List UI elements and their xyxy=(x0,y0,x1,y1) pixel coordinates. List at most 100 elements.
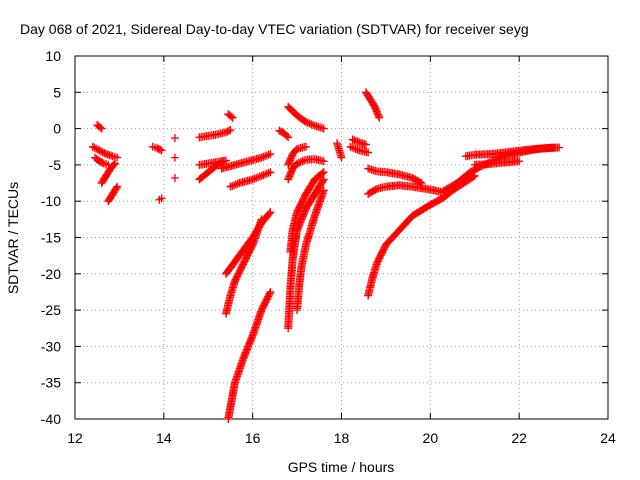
y-tick-label: -40 xyxy=(41,411,61,427)
data-point xyxy=(252,173,261,182)
series-arc-02 xyxy=(88,142,122,162)
y-tick-labels: -40 -35 -30 -25 -20 -15 -10 -5 0 5 10 xyxy=(41,48,61,427)
series-arc-31 xyxy=(364,171,479,300)
data-point xyxy=(318,176,327,185)
series-arc-33 xyxy=(461,143,564,161)
data-point xyxy=(266,287,275,296)
data-point xyxy=(93,145,102,154)
x-tick-label: 12 xyxy=(67,430,83,446)
grid xyxy=(75,56,608,419)
data-point xyxy=(318,169,327,178)
data-point xyxy=(90,143,99,152)
y-tick-label: -15 xyxy=(41,230,61,246)
data-point xyxy=(303,118,312,127)
data-point xyxy=(319,124,328,133)
data-point xyxy=(296,157,305,166)
data-point xyxy=(301,118,310,127)
data-point xyxy=(515,157,524,166)
series-arc-24 xyxy=(293,186,328,315)
series-arc-20 xyxy=(284,155,328,184)
data-point xyxy=(95,146,104,155)
data-point xyxy=(265,209,274,218)
data-point xyxy=(255,172,264,181)
data-point xyxy=(97,147,106,156)
data-point xyxy=(350,136,359,145)
data-point xyxy=(319,186,328,195)
series-arc-29 xyxy=(364,164,426,188)
data-point xyxy=(375,113,384,122)
x-axis-label: GPS time / hours xyxy=(288,459,395,475)
data-point xyxy=(227,112,236,121)
y-tick-label: -25 xyxy=(41,302,61,318)
data-point xyxy=(97,124,106,133)
data-point xyxy=(282,131,291,140)
data-point xyxy=(319,175,328,184)
data-point xyxy=(261,152,270,161)
data-point xyxy=(259,152,268,161)
data-point xyxy=(226,126,235,135)
data-point xyxy=(293,159,302,168)
y-tick-label: 10 xyxy=(45,48,61,64)
y-tick-label: 0 xyxy=(53,121,61,137)
y-axis-label: SDTVAR / TECUs xyxy=(5,182,21,294)
data-point xyxy=(257,171,266,180)
data-point xyxy=(284,133,293,142)
data-point xyxy=(228,113,237,122)
data-point xyxy=(298,157,307,166)
data-point xyxy=(264,168,273,177)
data-point xyxy=(113,182,122,191)
data-point xyxy=(109,160,118,169)
data-point xyxy=(157,194,166,203)
data-point xyxy=(214,159,223,168)
series-arc-03 xyxy=(90,153,113,169)
series-arc-05 xyxy=(104,182,122,206)
chart-title: Day 068 of 2021, Sidereal Day-to-day VTE… xyxy=(20,21,529,37)
series-arc-30 xyxy=(364,181,448,198)
x-tick-labels: 12 14 16 18 20 22 24 xyxy=(67,430,616,446)
data-point xyxy=(213,160,222,169)
y-tick-label: -30 xyxy=(41,338,61,354)
x-tick-label: 22 xyxy=(511,430,527,446)
data-point xyxy=(253,173,262,182)
data-point xyxy=(262,169,271,178)
data-point xyxy=(305,119,314,128)
data-point xyxy=(231,180,240,189)
data-point xyxy=(219,157,228,166)
data-point xyxy=(415,178,424,187)
data-point xyxy=(98,148,107,157)
y-tick-label: -10 xyxy=(41,193,61,209)
data-point xyxy=(300,156,309,165)
y-tick-label: -20 xyxy=(41,266,61,282)
data-point xyxy=(96,123,105,132)
data-point xyxy=(257,215,266,224)
data-point xyxy=(157,146,166,155)
series-arc-25 xyxy=(333,139,346,162)
data-point xyxy=(351,136,360,145)
data-point xyxy=(265,289,274,298)
data-point xyxy=(228,181,237,190)
series-arc-14 xyxy=(226,168,275,191)
axes xyxy=(74,55,609,420)
series-arc-28 xyxy=(361,88,384,122)
data-point xyxy=(92,144,101,153)
data-point xyxy=(361,140,370,149)
data-point xyxy=(351,144,360,153)
data-point xyxy=(353,145,362,154)
series-arc-19 xyxy=(284,102,328,133)
series-arc-16 xyxy=(222,215,266,318)
x-tick-label: 14 xyxy=(156,430,172,446)
data-point xyxy=(266,150,275,159)
data-point xyxy=(319,157,328,166)
series-arc-27 xyxy=(348,135,370,149)
data-point xyxy=(230,181,239,190)
series-arc-18 xyxy=(275,126,293,142)
x-tick-label: 16 xyxy=(245,430,261,446)
data-point xyxy=(353,137,362,146)
series-arc-09 xyxy=(195,126,235,142)
data-point xyxy=(170,153,179,162)
data-point xyxy=(309,120,318,129)
y-tick-label: 5 xyxy=(53,84,61,100)
series-arc-26 xyxy=(346,142,373,157)
series-arc-15 xyxy=(222,208,275,278)
